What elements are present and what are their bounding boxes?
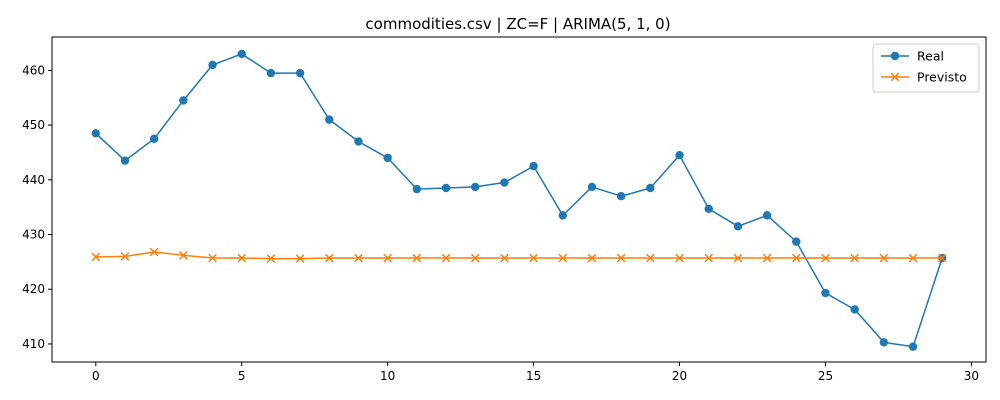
data-point-real [558, 211, 567, 220]
data-point-previsto [821, 253, 830, 263]
x-tick-label: 30 [964, 369, 979, 383]
legend-swatch-marker [890, 51, 900, 61]
x-tick-label: 20 [672, 369, 687, 383]
data-point-real [412, 184, 422, 194]
legend-label: Previsto [917, 70, 967, 85]
y-tick-label: 440 [22, 173, 45, 187]
data-point-real [879, 338, 889, 347]
data-point-real [179, 96, 188, 105]
data-point-real [471, 182, 480, 192]
data-point-real [441, 183, 451, 193]
x-tick-label: 15 [526, 369, 541, 383]
data-point-real [733, 222, 743, 231]
data-point-previsto [470, 253, 480, 263]
legend: Real Previsto [872, 43, 980, 93]
data-point-real [762, 211, 772, 220]
data-point-previsto [237, 253, 247, 263]
series-layer [91, 49, 947, 351]
chart-title: commodities.csv | ZC=F | ARIMA(5, 1, 0) [365, 15, 670, 33]
y-tick-label: 450 [22, 118, 45, 132]
data-point-real [704, 204, 713, 214]
y-tick-label: 410 [22, 337, 45, 351]
data-point-real [237, 49, 246, 59]
x-axis: 0 5 10 15 20 25 30 [92, 362, 979, 383]
data-point-real [295, 68, 305, 78]
series-real [91, 49, 947, 351]
data-point-real [821, 288, 830, 298]
data-point-real [850, 305, 859, 314]
legend-item-real: Real [881, 49, 944, 64]
legend-swatch-marker [890, 72, 900, 82]
data-point-previsto [937, 253, 947, 263]
plot-area [52, 37, 986, 362]
data-point-previsto [850, 253, 859, 263]
data-point-previsto [208, 253, 217, 263]
data-point-previsto [500, 253, 509, 263]
data-point-previsto [587, 253, 597, 263]
data-point-previsto [266, 254, 276, 263]
data-point-previsto [879, 253, 889, 263]
series-line-real [95, 53, 943, 348]
data-point-previsto [149, 247, 159, 257]
data-point-real [500, 178, 509, 187]
data-point-real [91, 129, 100, 138]
data-point-previsto [295, 254, 305, 263]
data-point-previsto [354, 253, 363, 263]
data-point-previsto [908, 253, 918, 263]
data-point-previsto [324, 253, 334, 263]
data-point-previsto [120, 252, 130, 261]
legend-item-previsto: Previsto [881, 70, 967, 85]
y-tick-label: 430 [22, 228, 45, 242]
data-point-real [908, 342, 918, 351]
plot-frame [51, 36, 987, 363]
data-point-real [675, 150, 684, 160]
data-point-real [792, 237, 801, 246]
data-point-previsto [675, 253, 684, 263]
data-point-real [383, 153, 392, 163]
data-point-previsto [91, 252, 101, 262]
y-tick-label: 420 [22, 282, 45, 296]
data-point-real [208, 60, 217, 70]
data-point-previsto [441, 253, 451, 263]
data-point-previsto [704, 253, 714, 263]
series-previsto [91, 247, 947, 263]
data-point-previsto [791, 253, 801, 263]
data-point-real [325, 115, 334, 124]
data-point-previsto [558, 253, 568, 263]
data-point-previsto [733, 253, 743, 263]
data-point-previsto [762, 253, 772, 263]
data-point-real [616, 192, 626, 201]
data-point-real [587, 182, 597, 192]
data-point-previsto [179, 250, 188, 260]
x-tick-label: 25 [818, 369, 833, 383]
legend-label: Real [917, 49, 944, 64]
data-point-previsto [616, 253, 626, 263]
x-tick-label: 0 [92, 369, 100, 383]
series-line-previsto [95, 251, 943, 260]
y-axis: 410 420 430 440 450 460 [22, 63, 52, 351]
data-point-real [529, 161, 538, 171]
data-point-previsto [383, 253, 392, 263]
data-point-real [149, 134, 159, 143]
x-tick-label: 5 [238, 369, 246, 383]
x-tick-label: 10 [380, 369, 395, 383]
data-point-real [266, 68, 276, 78]
data-point-real [646, 183, 655, 193]
y-tick-label: 460 [22, 63, 45, 77]
data-point-real [120, 156, 130, 165]
data-point-previsto [412, 253, 422, 263]
data-point-previsto [529, 253, 538, 263]
data-point-real [354, 137, 363, 146]
data-point-previsto [646, 253, 655, 263]
